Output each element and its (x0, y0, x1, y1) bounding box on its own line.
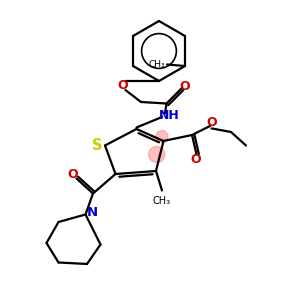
Text: O: O (206, 116, 217, 129)
Circle shape (156, 130, 168, 142)
Text: O: O (118, 79, 128, 92)
Text: NH: NH (159, 109, 180, 122)
Text: O: O (179, 80, 190, 94)
Text: S: S (92, 138, 103, 153)
Text: N: N (86, 206, 98, 220)
Text: O: O (68, 168, 78, 182)
Text: CH₃: CH₃ (149, 60, 166, 69)
Circle shape (149, 146, 165, 163)
Text: O: O (190, 152, 201, 166)
Text: CH₃: CH₃ (153, 196, 171, 206)
